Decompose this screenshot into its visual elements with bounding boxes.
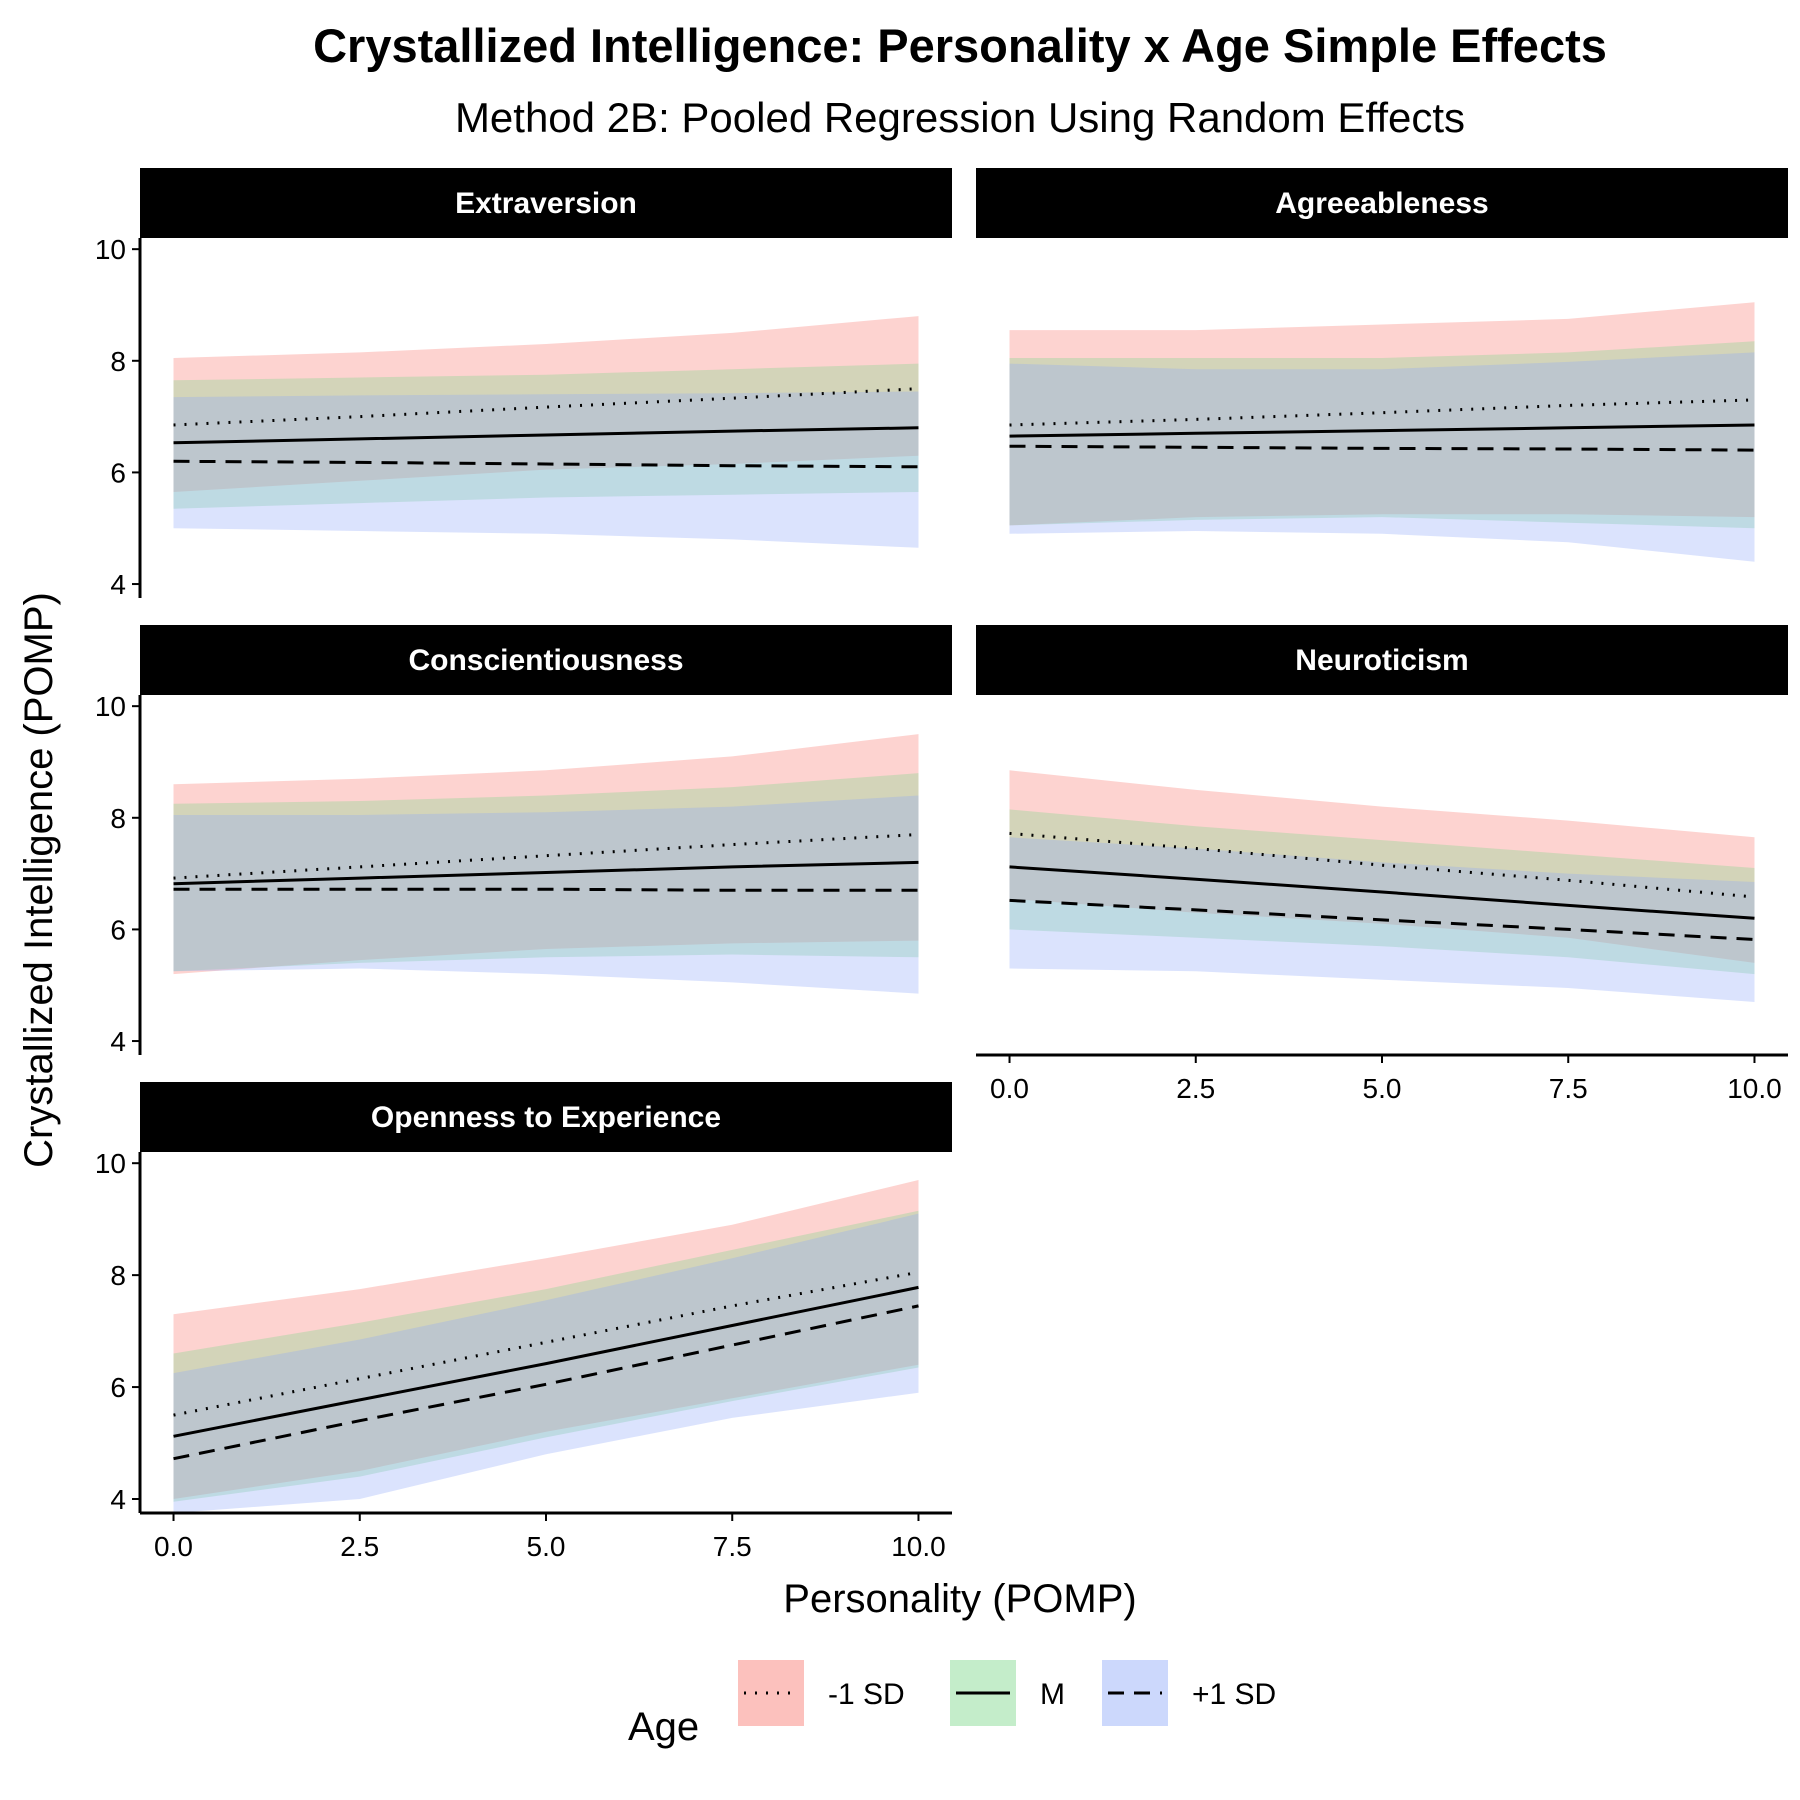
x-tick-label: 0.0 [154, 1531, 193, 1562]
legend-key [738, 1660, 804, 1726]
y-tick-label: 4 [110, 569, 126, 600]
ribbon-minus-1-sd [173, 734, 919, 975]
line-mean [1009, 865, 1755, 920]
panel-strip-label: Neuroticism [1295, 644, 1468, 677]
x-tick-label: 0.0 [990, 1073, 1029, 1104]
panel-extraversion: Extraversion 4 6 8 10 [95, 168, 952, 600]
ribbon-mean [1009, 341, 1755, 529]
line-mean [173, 1285, 919, 1438]
panel-strip-label: Agreeableness [1275, 187, 1488, 220]
legend-item-mean: M [950, 1660, 1065, 1726]
y-tick-label: 10 [95, 691, 126, 722]
panel-neuroticism: Neuroticism 0.0 2.5 5.0 7.5 10.0 [976, 625, 1788, 1104]
x-tick-label: 7.5 [1549, 1073, 1588, 1104]
ribbon-plus-1-sd [1009, 352, 1755, 562]
panel-strip [140, 1082, 952, 1152]
x-tick-label: 5.0 [527, 1531, 566, 1562]
ribbon-minus-1-sd [173, 316, 919, 492]
legend-label: -1 SD [828, 1678, 905, 1711]
panel-strip [140, 168, 952, 238]
panel-agreeableness: Agreeableness [976, 168, 1788, 562]
panel-strip [976, 625, 1788, 695]
ribbon-mean [173, 1210, 919, 1502]
x-tick-label: 5.0 [1363, 1073, 1402, 1104]
line-plus-1-sd [173, 1304, 919, 1461]
panel-strip-label: Conscientiousness [408, 644, 683, 677]
x-axis-title: Personality (POMP) [783, 1577, 1136, 1621]
ribbon-plus-1-sd [173, 391, 919, 548]
legend-item-plus-1-sd: +1 SD [1102, 1660, 1276, 1726]
panel-strip [976, 168, 1788, 238]
y-tick-label: 6 [110, 457, 126, 488]
x-tick-label: 10.0 [1727, 1073, 1782, 1104]
line-plus-1-sd [173, 887, 919, 892]
panel-strip-label: Openness to Experience [371, 1101, 721, 1134]
y-tick-label: 10 [95, 1148, 126, 1179]
line-plus-1-sd [1009, 444, 1755, 452]
chart-subtitle: Method 2B: Pooled Regression Using Rando… [455, 94, 1465, 141]
facet-panels: Extraversion 4 6 8 10 Agreeableness Conscienti… [95, 168, 1788, 1562]
y-tick-label: 8 [110, 1260, 126, 1291]
line-plus-1-sd [173, 459, 919, 469]
panel-conscientiousness: Conscientiousness 4 6 8 10 [95, 625, 952, 1057]
y-tick-label: 6 [110, 1372, 126, 1403]
x-tick-label: 7.5 [713, 1531, 752, 1562]
ribbon-minus-1-sd [1009, 302, 1755, 526]
panel-openness-to-experience: Openness to Experience 4 6 8 10 0.0 2.5 5.0 7.5 1… [95, 1082, 952, 1562]
y-tick-label: 10 [95, 234, 126, 265]
line-mean [1009, 423, 1755, 438]
chart-title: Crystallized Intelligence: Personality x… [313, 19, 1607, 72]
y-tick-label: 8 [110, 346, 126, 377]
legend-label: M [1040, 1678, 1065, 1711]
legend-title: Age [628, 1705, 699, 1749]
line-mean [173, 426, 919, 445]
legend-label: +1 SD [1192, 1678, 1276, 1711]
y-tick-label: 4 [110, 1484, 126, 1515]
y-tick-label: 4 [110, 1026, 126, 1057]
panel-strip-label: Extraversion [455, 187, 637, 220]
legend-item-minus-1-sd: -1 SD [738, 1660, 905, 1726]
panel-strip [140, 625, 952, 695]
y-tick-label: 8 [110, 803, 126, 834]
x-tick-label: 10.0 [891, 1531, 946, 1562]
ribbon-plus-1-sd [173, 795, 919, 994]
y-tick-label: 6 [110, 914, 126, 945]
line-mean [173, 860, 919, 886]
x-tick-label: 2.5 [340, 1531, 379, 1562]
ribbon-minus-1-sd [1009, 770, 1755, 963]
y-axis-title: Crystallized Intelligence (POMP) [17, 592, 61, 1168]
line-plus-1-sd [1009, 898, 1755, 941]
x-tick-label: 2.5 [1176, 1073, 1215, 1104]
legend: Age -1 SD M +1 SD [628, 1660, 1276, 1749]
